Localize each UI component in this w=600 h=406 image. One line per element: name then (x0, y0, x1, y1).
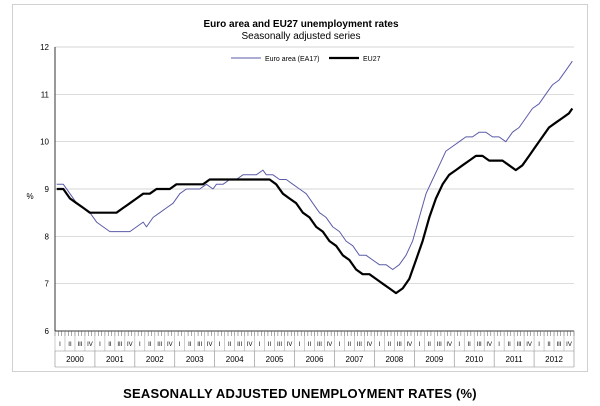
x-quarter-label: IV (406, 342, 412, 348)
x-quarter-label: II (228, 342, 232, 348)
x-quarter-label: IV (566, 342, 572, 348)
x-quarter-label: IV (526, 342, 532, 348)
x-quarter-label: I (498, 342, 500, 348)
x-quarter-label: II (68, 342, 72, 348)
x-quarter-label: II (188, 342, 192, 348)
x-quarter-label: III (277, 342, 282, 348)
x-year-label: 2003 (186, 355, 204, 364)
x-quarter-label: III (157, 342, 162, 348)
x-year-label: 2007 (346, 355, 364, 364)
x-quarter-label: III (477, 342, 482, 348)
x-year-label: 2006 (306, 355, 324, 364)
x-quarter-label: II (268, 342, 272, 348)
x-quarter-label: I (179, 342, 181, 348)
x-quarter-label: IV (367, 342, 373, 348)
x-quarter-label: II (388, 342, 392, 348)
x-year-label: 2004 (226, 355, 244, 364)
x-quarter-label: II (108, 342, 112, 348)
x-quarter-label: I (339, 342, 341, 348)
legend-label: EU27 (363, 56, 381, 63)
x-quarter-label: I (379, 342, 381, 348)
x-quarter-label: IV (87, 342, 93, 348)
series-line-eu27 (56, 107, 574, 295)
y-axis-label: % (26, 192, 33, 201)
x-quarter-label: III (357, 342, 362, 348)
x-quarter-label: III (437, 342, 442, 348)
x-quarter-label: I (219, 342, 221, 348)
x-quarter-label: IV (446, 342, 452, 348)
y-tick-label: 11 (41, 90, 50, 99)
x-quarter-label: I (59, 342, 61, 348)
series-line-euro-area (56, 60, 573, 270)
x-quarter-label: IV (207, 342, 213, 348)
x-year-label: 2009 (425, 355, 443, 364)
x-quarter-label: II (428, 342, 432, 348)
x-year-label: 2011 (506, 355, 524, 364)
x-quarter-label: IV (247, 342, 253, 348)
x-quarter-label: IV (327, 342, 333, 348)
x-quarter-label: IV (127, 342, 133, 348)
x-quarter-label: III (197, 342, 202, 348)
y-tick-label: 8 (45, 232, 50, 241)
x-quarter-label: III (517, 342, 522, 348)
y-tick-label: 12 (40, 43, 49, 52)
x-quarter-label: II (547, 342, 551, 348)
x-quarter-label: IV (167, 342, 173, 348)
x-year-label: 2001 (106, 355, 124, 364)
x-quarter-label: III (317, 342, 322, 348)
unemployment-line-chart: Euro area and EU27 unemployment rates Se… (26, 19, 575, 368)
x-quarter-label: III (77, 342, 82, 348)
chart-title: Euro area and EU27 unemployment rates (203, 19, 399, 30)
x-quarter-label: II (308, 342, 312, 348)
x-quarter-label: IV (486, 342, 492, 348)
legend-label: Euro area (EA17) (265, 56, 319, 63)
x-quarter-label: II (348, 342, 352, 348)
chart-frame: Euro area and EU27 unemployment rates Se… (12, 4, 588, 372)
chart-subtitle: Seasonally adjusted series (242, 31, 361, 42)
x-quarter-label: I (418, 342, 420, 348)
x-quarter-label: IV (287, 342, 293, 348)
x-year-label: 2012 (545, 355, 563, 364)
x-year-label: 2010 (465, 355, 483, 364)
x-year-label: 2008 (385, 355, 403, 364)
y-tick-label: 7 (45, 280, 50, 289)
x-quarter-label: I (458, 342, 460, 348)
x-quarter-label: II (468, 342, 472, 348)
x-quarter-label: III (117, 342, 122, 348)
x-quarter-label: I (299, 342, 301, 348)
x-quarter-label: III (397, 342, 402, 348)
x-quarter-label: II (507, 342, 511, 348)
y-tick-label: 10 (40, 138, 49, 147)
x-quarter-label: I (139, 342, 141, 348)
x-quarter-label: I (99, 342, 101, 348)
x-quarter-label: III (557, 342, 562, 348)
y-tick-label: 6 (45, 327, 50, 336)
chart-caption: SEASONALLY ADJUSTED UNEMPLOYMENT RATES (… (123, 386, 477, 401)
x-quarter-label: I (259, 342, 261, 348)
x-year-label: 2002 (146, 355, 164, 364)
x-year-label: 2000 (66, 355, 84, 364)
x-quarter-label: II (148, 342, 152, 348)
x-quarter-label: I (538, 342, 540, 348)
x-year-label: 2005 (266, 355, 284, 364)
y-tick-label: 9 (45, 185, 50, 194)
x-quarter-label: III (237, 342, 242, 348)
